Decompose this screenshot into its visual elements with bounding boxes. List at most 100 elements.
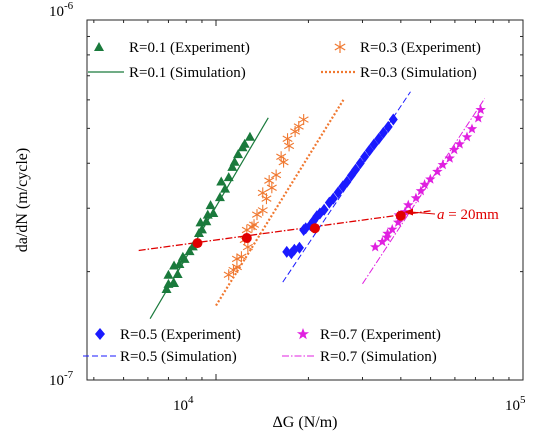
x-tick-10e5: 105 xyxy=(505,394,526,414)
data-point-R03-16 xyxy=(271,169,282,181)
data-point-R03-18 xyxy=(276,151,287,163)
data-point-R07-2 xyxy=(381,231,392,242)
legend-label-r05-exp: R=0.5 (Experiment) xyxy=(120,327,241,343)
x-tick-10e4: 104 xyxy=(173,394,194,414)
legend-label-r03-exp: R=0.3 (Experiment) xyxy=(360,40,481,56)
data-point-R05-18 xyxy=(355,157,365,170)
reference-line-group xyxy=(138,210,431,252)
reference-points xyxy=(192,210,406,249)
data-point-R05-21 xyxy=(369,138,379,151)
data-point-R07-21 xyxy=(475,104,486,115)
data-point-R07-19 xyxy=(466,123,478,134)
annotation-crack-length: a = 20mm xyxy=(437,207,499,223)
legend-bottom-left: R=0.5 (Experiment) R=0.5 (Simulation) xyxy=(83,327,241,365)
data-point-R07-1 xyxy=(377,236,388,247)
reference-point-2 xyxy=(309,223,320,234)
legend-top-right: R=0.3 (Experiment) R=0.3 (Simulation) xyxy=(321,40,481,81)
legend-label-r03-sim: R=0.3 (Simulation) xyxy=(360,65,477,81)
legend-marker-r07 xyxy=(296,328,310,340)
data-point-R05-15 xyxy=(342,175,352,188)
legend-marker-r03 xyxy=(334,41,346,53)
data-point-R01-4 xyxy=(172,268,183,278)
data-point-R07-9 xyxy=(410,192,422,203)
data-point-R01-3 xyxy=(163,269,174,279)
data-point-R03-10 xyxy=(251,209,263,221)
data-point-R01-22 xyxy=(227,161,238,171)
data-point-R07-0 xyxy=(370,241,381,252)
legend-marker-r01 xyxy=(94,42,104,51)
data-point-R07-17 xyxy=(454,138,465,149)
data-point-R05-24 xyxy=(383,120,393,133)
data-point-R01-19 xyxy=(220,183,231,193)
data-point-R07-15 xyxy=(444,152,455,163)
data-point-R03-23 xyxy=(298,114,309,126)
data-point-R07-18 xyxy=(461,131,473,142)
data-point-R05-23 xyxy=(378,126,388,139)
data-point-R07-14 xyxy=(437,159,448,170)
data-point-R07-10 xyxy=(415,185,427,196)
data-point-R03-20 xyxy=(282,133,293,145)
data-point-R05-12 xyxy=(328,192,338,205)
data-point-R01-6 xyxy=(174,259,185,269)
y-tick-bottom: 10-7 xyxy=(49,369,74,389)
data-point-R03-19 xyxy=(284,140,295,152)
y-axis-label: da/dN (m/cycle) xyxy=(14,148,31,252)
data-point-R03-9 xyxy=(248,219,260,231)
legend-label-r07-sim: R=0.7 (Simulation) xyxy=(320,349,437,365)
reference-point-3 xyxy=(395,210,406,221)
data-point-R01-24 xyxy=(233,149,244,159)
data-point-R05-19 xyxy=(360,150,370,163)
data-point-R01-18 xyxy=(214,192,225,202)
legend-top-left: R=0.1 (Experiment) R=0.1 (Simulation) xyxy=(88,40,250,81)
legend-marker-r05 xyxy=(95,328,105,340)
y-tick-top: 10-6 xyxy=(49,0,74,20)
data-point-R03-11 xyxy=(257,204,268,216)
annotation-arrow xyxy=(404,208,436,216)
data-point-R03-4 xyxy=(236,251,247,263)
data-point-R07-5 xyxy=(392,216,404,227)
data-point-R01-16 xyxy=(208,207,219,217)
data-point-R01-9 xyxy=(184,246,195,256)
data-point-R01-26 xyxy=(239,138,250,148)
data-point-R05-22 xyxy=(374,132,384,145)
data-point-R01-14 xyxy=(201,216,212,226)
data-point-R01-27 xyxy=(244,131,255,141)
reference-point-0 xyxy=(192,238,203,249)
data-point-R01-8 xyxy=(177,251,188,261)
axis-ticks xyxy=(87,19,524,381)
data-point-R07-16 xyxy=(449,144,460,155)
data-point-R07-7 xyxy=(399,206,411,217)
legend-label-r01-sim: R=0.1 (Simulation) xyxy=(129,65,246,81)
plot-frame xyxy=(86,19,524,381)
data-point-R01-23 xyxy=(229,156,240,166)
data-point-R03-15 xyxy=(264,175,275,187)
data-point-R07-11 xyxy=(419,179,430,189)
data-point-R03-22 xyxy=(293,121,304,133)
data-point-R01-0 xyxy=(161,283,172,293)
data-point-R07-12 xyxy=(425,173,436,184)
x-axis-label: ΔG (N/m) xyxy=(273,414,338,431)
data-point-R01-17 xyxy=(205,200,216,210)
reference-point-1 xyxy=(241,232,252,243)
data-point-R05-13 xyxy=(333,186,343,199)
data-point-R07-4 xyxy=(387,223,398,234)
data-point-R07-8 xyxy=(403,199,414,210)
data-point-R07-13 xyxy=(432,166,443,177)
legend-label-r01-exp: R=0.1 (Experiment) xyxy=(129,40,250,56)
data-point-R07-20 xyxy=(473,112,484,123)
data-point-R01-2 xyxy=(169,277,180,287)
reference-line xyxy=(138,210,431,252)
data-point-R05-10 xyxy=(319,203,329,216)
data-point-R03-0 xyxy=(223,269,234,281)
data-point-R05-25 xyxy=(388,113,398,126)
data-point-R03-13 xyxy=(257,187,268,199)
data-point-R05-20 xyxy=(364,144,374,157)
data-point-R05-3 xyxy=(294,241,304,254)
data-point-R01-10 xyxy=(187,241,198,251)
data-point-R01-21 xyxy=(223,172,234,182)
data-point-R07-3 xyxy=(382,228,393,239)
legend-label-r07-exp: R=0.7 (Experiment) xyxy=(320,327,441,343)
legend-label-r05-sim: R=0.5 (Simulation) xyxy=(120,349,237,365)
legend-bottom-right: R=0.7 (Experiment) R=0.7 (Simulation) xyxy=(282,327,441,365)
